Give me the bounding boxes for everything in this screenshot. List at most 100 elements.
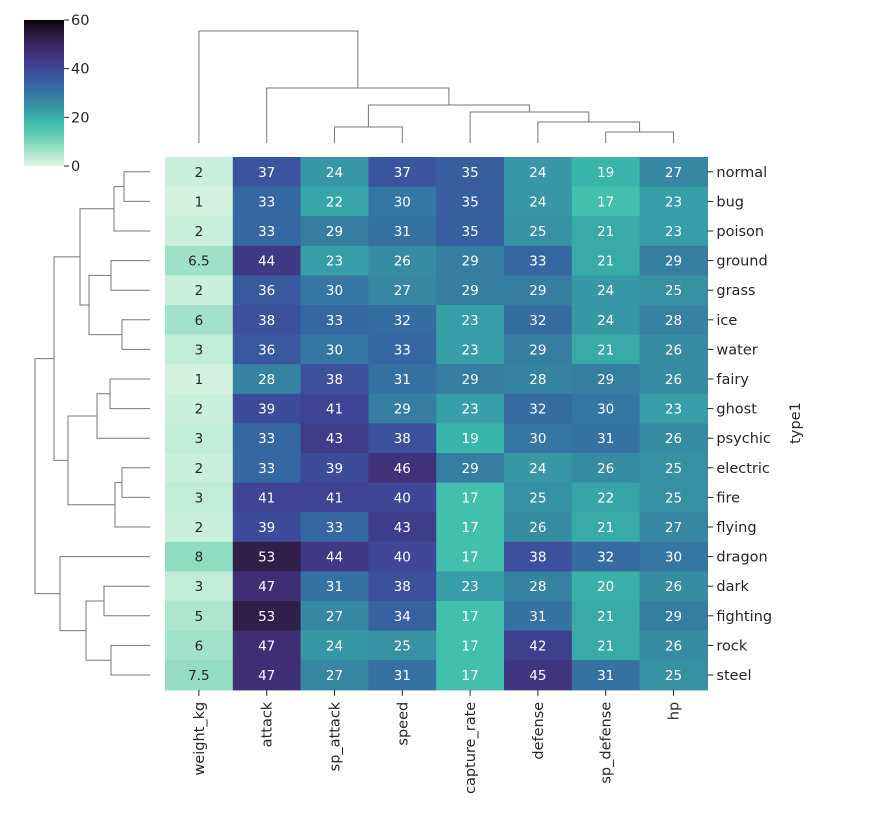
cell-value-label: 26 bbox=[665, 579, 682, 595]
heatmap-cell bbox=[368, 512, 437, 543]
cell-value-label: 27 bbox=[665, 165, 682, 181]
cell-value-label: 33 bbox=[326, 313, 343, 329]
heatmap-cell bbox=[504, 275, 573, 306]
heatmap-cell bbox=[571, 275, 641, 306]
heatmap-cell bbox=[368, 334, 437, 365]
row-label: ice bbox=[716, 313, 737, 329]
heatmap-cell bbox=[232, 541, 302, 572]
row-dendrogram-link bbox=[121, 319, 150, 350]
column-label: capture_rate bbox=[463, 702, 479, 794]
heatmap-cell bbox=[571, 334, 641, 365]
heatmap-cell bbox=[436, 364, 505, 395]
cell-value-label: 25 bbox=[529, 490, 546, 506]
cell-value-label: 30 bbox=[597, 402, 614, 418]
colorbar-gradient bbox=[24, 20, 64, 166]
colorbar-tick-label: 20 bbox=[71, 110, 89, 126]
cell-value-label: 39 bbox=[258, 402, 275, 418]
heatmap-cell bbox=[571, 305, 641, 336]
cell-value-label: 29 bbox=[462, 372, 479, 388]
heatmap-cell bbox=[368, 186, 437, 217]
heatmap-cell bbox=[504, 216, 573, 247]
heatmap-cell bbox=[639, 364, 708, 395]
cell-value-label: 2 bbox=[195, 402, 204, 418]
cell-value-label: 33 bbox=[258, 194, 275, 210]
cell-value-label: 21 bbox=[597, 342, 614, 358]
cell-value-label: 5 bbox=[195, 609, 204, 625]
row-dendrogram-link bbox=[113, 186, 150, 232]
heatmap-cell bbox=[300, 216, 369, 247]
cell-value-label: 1 bbox=[195, 372, 204, 388]
cell-value-label: 36 bbox=[258, 342, 275, 358]
heatmap-cell bbox=[436, 393, 505, 424]
row-dendrogram-link bbox=[121, 467, 150, 498]
heatmap-cell bbox=[232, 630, 302, 661]
column-label: speed bbox=[395, 702, 411, 746]
heatmap-cell bbox=[504, 364, 573, 395]
heatmap-cell bbox=[165, 157, 234, 188]
heatmap-cell bbox=[639, 157, 708, 188]
heatmap-cell bbox=[368, 305, 437, 336]
heatmap-cell bbox=[165, 245, 234, 276]
cell-value-label: 17 bbox=[462, 550, 479, 566]
column-label: defense bbox=[531, 702, 547, 760]
cell-value-label: 32 bbox=[597, 550, 614, 566]
cell-value-label: 29 bbox=[665, 609, 682, 625]
heatmap-cell bbox=[300, 245, 369, 276]
heatmap-cell bbox=[571, 482, 641, 513]
heatmap-cell bbox=[300, 630, 369, 661]
cell-value-label: 25 bbox=[665, 283, 682, 299]
heatmap-cell bbox=[300, 157, 369, 188]
heatmap-cell bbox=[639, 482, 708, 513]
heatmap-cell bbox=[165, 601, 234, 632]
heatmap-cell bbox=[232, 482, 302, 513]
heatmap-cells: 2 37 24 37 35 24 19 271 33 22 30 35 24 17 232 33 29 31 35 2… bbox=[165, 157, 708, 691]
heatmap-cell bbox=[232, 571, 302, 602]
heatmap-cell bbox=[232, 393, 302, 424]
cell-value-label: 25 bbox=[665, 490, 682, 506]
row-label: ground bbox=[716, 254, 767, 270]
heatmap-cell bbox=[368, 571, 437, 602]
cell-value-label: 24 bbox=[597, 283, 614, 299]
colorbar-tick-label: 40 bbox=[71, 62, 89, 78]
heatmap-cell bbox=[300, 512, 369, 543]
heatmap-cell bbox=[232, 216, 302, 247]
heatmap-cell bbox=[300, 660, 369, 691]
heatmap-cell bbox=[504, 630, 573, 661]
cell-value-label: 44 bbox=[258, 254, 275, 270]
heatmap-cell bbox=[504, 423, 573, 454]
cell-value-label: 25 bbox=[665, 668, 682, 684]
cell-value-label: 28 bbox=[529, 579, 546, 595]
cell-value-label: 30 bbox=[665, 550, 682, 566]
cell-value-label: 19 bbox=[597, 165, 614, 181]
heatmap-cell bbox=[504, 186, 573, 217]
row-dendrogram bbox=[34, 171, 150, 676]
cell-value-label: 45 bbox=[529, 668, 546, 684]
cell-value-label: 41 bbox=[258, 490, 275, 506]
cell-value-label: 26 bbox=[665, 431, 682, 447]
heatmap-cell bbox=[368, 216, 437, 247]
cell-value-label: 43 bbox=[326, 431, 343, 447]
heatmap-cell bbox=[165, 216, 234, 247]
heatmap-cell bbox=[639, 453, 708, 484]
heatmap-cell bbox=[165, 364, 234, 395]
row-dendrogram-link bbox=[96, 393, 150, 439]
heatmap-cell bbox=[300, 571, 369, 602]
cell-value-label: 23 bbox=[326, 254, 343, 270]
heatmap-cell bbox=[368, 275, 437, 306]
row-dendrogram-link bbox=[123, 171, 150, 202]
column-dendrogram-link bbox=[334, 126, 403, 143]
cell-value-label: 38 bbox=[394, 431, 411, 447]
heatmap-cell bbox=[368, 660, 437, 691]
heatmap-cell bbox=[571, 601, 641, 632]
heatmap-cell bbox=[436, 541, 505, 572]
cell-value-label: 33 bbox=[258, 224, 275, 240]
cell-value-label: 37 bbox=[394, 165, 411, 181]
heatmap-cell bbox=[436, 601, 505, 632]
row-dendrogram-link bbox=[88, 274, 122, 336]
row-label: electric bbox=[716, 461, 770, 477]
heatmap-cell bbox=[436, 453, 505, 484]
cell-value-label: 17 bbox=[462, 490, 479, 506]
heatmap-cell bbox=[436, 275, 505, 306]
heatmap-cell bbox=[504, 660, 573, 691]
